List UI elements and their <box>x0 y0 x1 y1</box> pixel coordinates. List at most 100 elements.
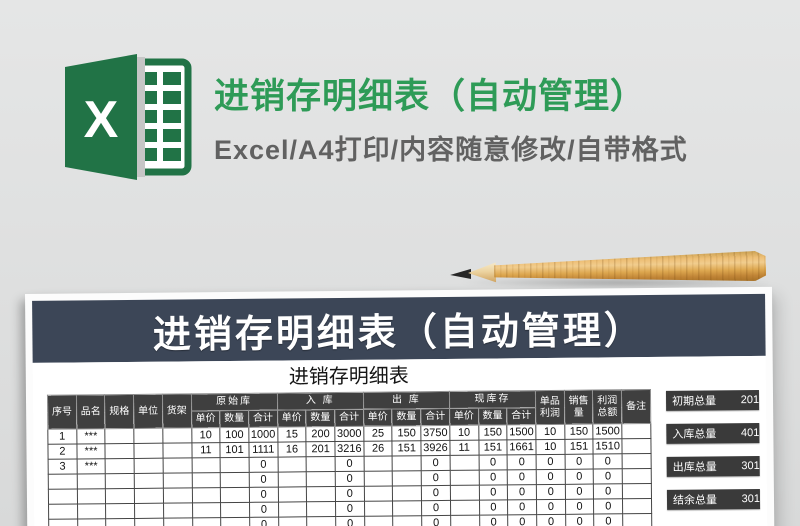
table-cell <box>392 500 422 516</box>
table-cell: 1661 <box>507 439 537 455</box>
column-subheader: 单价 <box>277 409 307 428</box>
table-cell <box>48 504 78 520</box>
column-subheader: 合计 <box>506 407 536 425</box>
table-cell: 0 <box>421 455 451 471</box>
table-cell <box>191 472 221 488</box>
table-cell <box>48 489 78 505</box>
table-cell <box>162 427 192 444</box>
table-cell <box>134 518 164 526</box>
column-subheader: 单价 <box>363 408 393 427</box>
table-cell: 0 <box>593 453 623 470</box>
table-cell <box>306 471 336 487</box>
table-cell: 0 <box>593 498 623 515</box>
table-cell <box>392 485 422 501</box>
table-cell <box>306 516 336 526</box>
table-cell: 0 <box>479 514 509 526</box>
table-cell: 16 <box>277 441 307 458</box>
table-cell: 0 <box>536 514 566 526</box>
table-cell: 1500 <box>593 423 622 440</box>
table-cell <box>621 423 651 439</box>
table-cell <box>134 443 163 459</box>
table-cell: 26 <box>363 440 393 457</box>
summary-stat: 结余总量 301 <box>666 488 761 510</box>
table-cell: 151 <box>392 440 422 456</box>
pencil-barrel <box>494 251 767 287</box>
column-subheader: 数量 <box>478 407 508 426</box>
table-cell: 0 <box>564 454 594 470</box>
table-cell: 150 <box>564 424 594 440</box>
table-cell: 0 <box>565 484 594 500</box>
table-cell <box>134 488 164 504</box>
table-cell <box>363 470 393 487</box>
table-cell: 0 <box>335 456 364 472</box>
table-cell <box>192 502 221 518</box>
table-cell: 0 <box>564 469 594 485</box>
table-cell: 1510 <box>593 438 623 455</box>
table-cell <box>364 485 393 502</box>
table-cell <box>306 456 336 472</box>
logo-letter: X <box>84 91 119 149</box>
table-cell <box>163 502 193 519</box>
table-cell: 0 <box>335 486 365 502</box>
table-cell: *** <box>76 428 106 445</box>
table-cell <box>162 457 192 474</box>
column-subheader: 合计 <box>248 410 278 428</box>
table-cell: 0 <box>249 502 279 518</box>
column-subheader: 数量 <box>392 408 421 426</box>
table-cell: 3216 <box>334 441 364 457</box>
table-cell: 0 <box>421 515 451 526</box>
table-cell <box>134 503 164 519</box>
column-header: 利润 总额 <box>592 389 622 425</box>
summary-label: 结余总量 <box>672 494 718 507</box>
inventory-table-header: 序号 品名 规格 单位 货架 原始库入 库出 库现库存 单品 利润 销售 量利润 总额 备注 单价… <box>47 389 651 430</box>
table-cell: 0 <box>478 484 508 501</box>
table-cell <box>77 518 107 526</box>
spreadsheet-preview: 进销存明细表 序号 品名 规格 单位 货架 原始库入 库出 库现库存 单品 利润 销售 量利润… <box>32 355 768 526</box>
table-cell: 0 <box>507 484 537 500</box>
table-cell: 0 <box>536 454 565 470</box>
table-cell <box>450 500 480 516</box>
column-group-header: 现库存 <box>449 390 536 409</box>
table-cell: 200 <box>306 426 335 442</box>
table-cell <box>622 483 652 499</box>
table-cell <box>220 517 250 526</box>
table-cell <box>106 518 135 526</box>
column-subheader: 单价 <box>191 410 221 428</box>
excel-logo-icon: X <box>65 54 192 180</box>
template-preview-paper: 进销存明细表（自动管理） 进销存明细表 序号 品名 规格 单位 货架 原始库入 库出 库现… <box>25 286 775 526</box>
table-cell <box>134 458 164 474</box>
column-header: 货架 <box>162 393 192 429</box>
table-cell <box>191 457 221 473</box>
table-cell: 10 <box>535 439 565 455</box>
table-cell: 0 <box>507 499 537 515</box>
table-cell <box>191 487 221 503</box>
summary-label: 出库总量 <box>672 461 717 474</box>
table-cell: 10 <box>191 427 221 443</box>
table-cell <box>220 502 250 518</box>
table-cell <box>622 453 652 469</box>
table-cell: 0 <box>249 472 278 488</box>
table-cell: 0 <box>478 469 508 486</box>
table-cell <box>134 473 164 489</box>
summary-stat: 入库总量 401 <box>666 422 760 444</box>
column-subheader: 合计 <box>334 409 364 427</box>
column-header: 单品 利润 <box>535 390 565 425</box>
table-cell: 25 <box>363 425 393 442</box>
table-cell: 101 <box>220 442 250 458</box>
table-cell <box>163 472 192 489</box>
table-cell: 0 <box>593 468 623 485</box>
table-cell: 0 <box>249 457 278 473</box>
summary-value: 401 <box>740 426 760 440</box>
summary-value: 201 <box>740 393 760 407</box>
column-header: 销售 量 <box>564 390 594 425</box>
table-cell: 10 <box>449 425 479 441</box>
table-cell <box>622 498 652 514</box>
table-cell: 0 <box>335 471 365 487</box>
table-cell <box>450 515 480 526</box>
pencil-shadow <box>458 277 773 288</box>
table-cell <box>364 515 394 526</box>
table-cell <box>392 455 422 471</box>
table-cell <box>163 487 193 504</box>
table-cell: 151 <box>478 439 508 456</box>
